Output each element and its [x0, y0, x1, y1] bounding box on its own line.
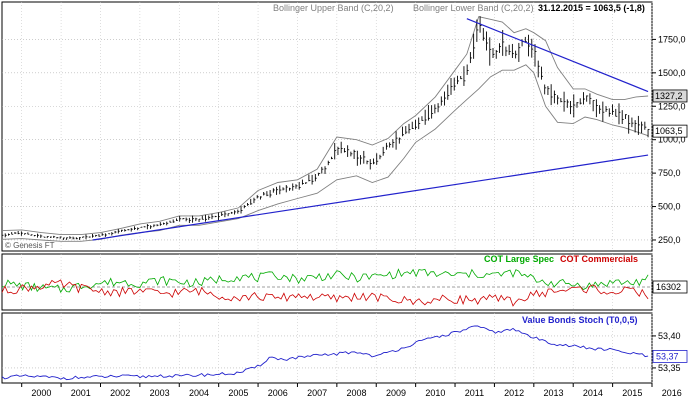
last-price-tag: 1063,5: [655, 126, 683, 136]
last-price-tag-box: [652, 124, 688, 138]
x-year-label: 2004: [189, 388, 209, 398]
price-y-tick-label: 750,0: [658, 168, 681, 178]
lower-band-legend: Bollinger Lower Band (C,20,2): [413, 3, 534, 13]
stoch-tag-box: [652, 349, 688, 363]
price-y-tick-label: 1250,0: [658, 101, 686, 111]
upper-band-line: [1, 16, 649, 236]
cot-commercials-line: [1, 279, 649, 307]
x-year-label: 2001: [71, 388, 91, 398]
price-y-tick-label: 1500,0: [658, 68, 686, 78]
resistance-trendline: [466, 18, 649, 93]
stoch-legend: Value Bonds Stoch (T0,0,5): [522, 315, 638, 325]
x-year-label: 2000: [31, 388, 51, 398]
cot-commercials-legend: COT Commercials: [560, 254, 638, 264]
x-year-label: 2013: [544, 388, 564, 398]
stoch-panel-frame: [1, 312, 653, 384]
cot-panel-frame: [1, 253, 653, 311]
x-year-label: 2012: [504, 388, 524, 398]
band-value-tag-box: [652, 89, 688, 103]
upper-band-legend: Bollinger Upper Band (C,20,2): [273, 3, 394, 13]
cot-large-spec-line: [1, 268, 649, 294]
x-year-label: 2003: [150, 388, 170, 398]
stoch-y-tick-label: 53,35: [658, 363, 681, 373]
x-year-label: 2002: [110, 388, 130, 398]
x-year-label: 2005: [228, 388, 248, 398]
price-y-tick-label: 250,0: [658, 235, 681, 245]
price-y-tick-label: 1000,0: [658, 135, 686, 145]
band-value-tag: 1327,2: [655, 91, 683, 101]
cot-tag: 16302: [656, 282, 681, 292]
x-year-label: 2010: [425, 388, 445, 398]
x-year-label: 2009: [386, 388, 406, 398]
date-value-readout: 31.12.2015 = 1063,5 (-1,8): [538, 3, 645, 13]
watermark: © Genesis FT: [5, 241, 55, 250]
cot-large-spec-legend: COT Large Spec: [484, 254, 554, 264]
cot-tag-box: [652, 280, 688, 294]
x-year-label: 2014: [583, 388, 603, 398]
stoch-line: [1, 325, 649, 381]
x-year-label: 2007: [307, 388, 327, 398]
x-year-label: 2008: [347, 388, 367, 398]
stoch-tag: 53,37: [656, 351, 679, 361]
price-panel-frame: [1, 1, 653, 252]
support-trendline: [92, 154, 649, 241]
price-y-tick-label: 500,0: [658, 202, 681, 212]
x-year-label: 2016: [662, 388, 682, 398]
x-year-label: 2011: [465, 388, 484, 398]
x-year-label: 2015: [622, 388, 642, 398]
price-y-tick-label: 1750,0: [658, 34, 686, 44]
x-year-label: 2006: [268, 388, 288, 398]
stoch-y-tick-label: 53,40: [658, 331, 681, 341]
